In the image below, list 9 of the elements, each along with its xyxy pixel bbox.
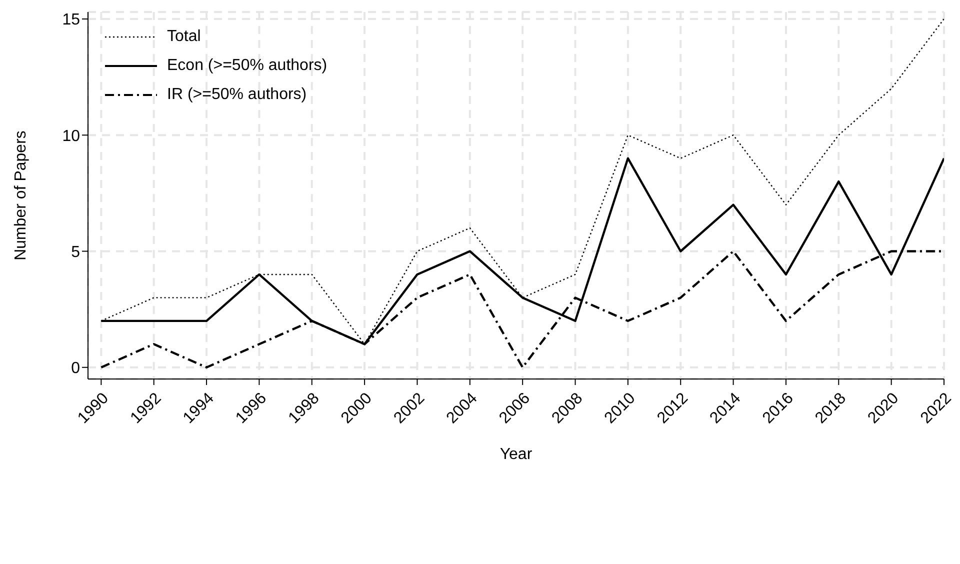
x-axis-title: Year [500,446,533,463]
legend-label: IR (>=50% authors) [167,86,307,104]
y-tick-label: 5 [71,244,80,261]
y-tick-label: 10 [62,128,80,145]
legend-label: Econ (>=50% authors) [167,56,328,74]
y-tick-label: 0 [71,360,80,378]
y-tick-label: 15 [62,12,80,29]
legend-label: Total [167,28,201,46]
y-axis-title: Number of Papers [12,130,30,260]
